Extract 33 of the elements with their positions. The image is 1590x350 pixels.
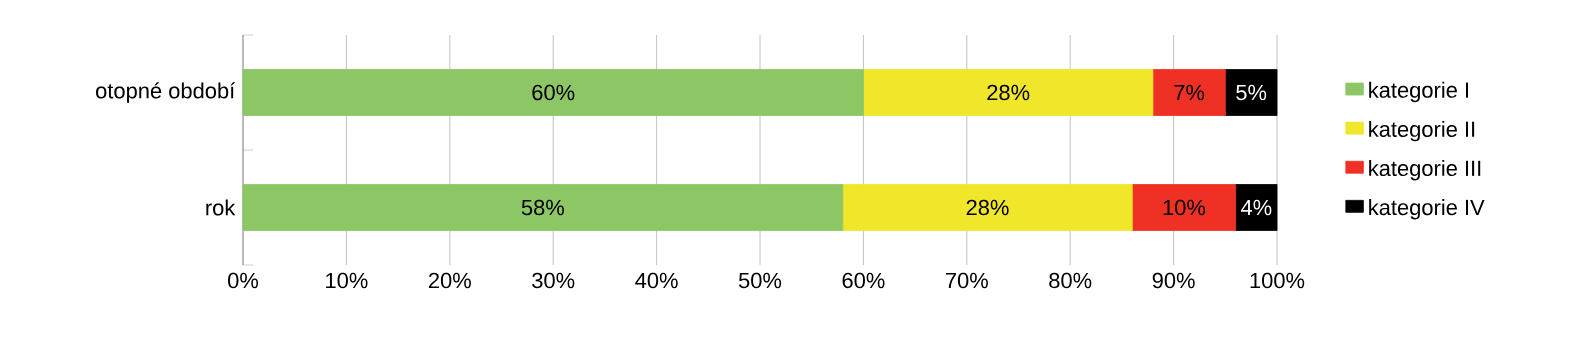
y-tick-label: otopné období (96, 82, 236, 103)
bar (242, 69, 864, 116)
bar (1235, 184, 1278, 231)
data-label: 5% (1236, 84, 1267, 101)
data-label: 10% (1163, 199, 1206, 216)
legend-label: kategorie III (1369, 159, 1481, 181)
bar (242, 184, 844, 231)
x-tick-label: 60% (842, 272, 885, 289)
y-tick-label: rok (206, 199, 236, 216)
legend-label: kategorie II (1369, 120, 1475, 142)
data-label: 4% (1240, 199, 1272, 216)
x-tick-label: 0% (228, 272, 259, 289)
x-tick-label: 100% (1250, 272, 1305, 289)
data-label: 7% (1174, 84, 1205, 101)
x-tick-label: 30% (532, 272, 575, 289)
x-tick-label: 70% (946, 272, 988, 289)
bar (1152, 69, 1226, 116)
x-tick-label: 50% (738, 272, 782, 289)
data-label: 58% (521, 199, 564, 216)
x-tick-label: 90% (1152, 272, 1195, 289)
bar (842, 184, 1133, 231)
x-tick-label: 10% (326, 272, 368, 289)
legend-label: kategorie IV (1369, 199, 1485, 220)
data-label: 60% (532, 84, 575, 101)
x-tick-label: 20% (428, 272, 471, 289)
legend-label: kategorie I (1369, 81, 1469, 103)
bar (1224, 69, 1278, 116)
bar (1131, 184, 1237, 231)
x-tick-label: 40% (635, 272, 678, 289)
data-label: 28% (987, 84, 1030, 101)
x-tick-label: 80% (1049, 272, 1092, 289)
data-label: 28% (966, 199, 1009, 216)
bar (863, 69, 1154, 116)
